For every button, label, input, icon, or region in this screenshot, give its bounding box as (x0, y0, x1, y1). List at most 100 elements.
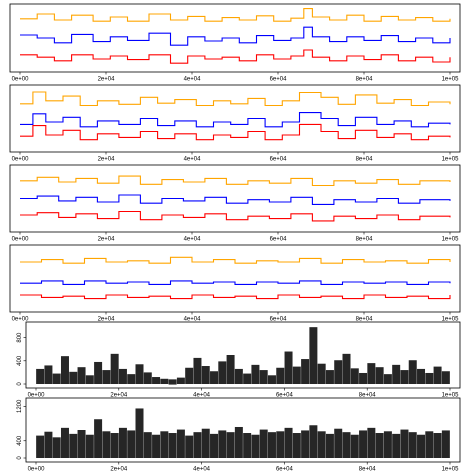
scatter-point (210, 433, 219, 458)
scatter-point (94, 419, 103, 458)
scatter-point (234, 426, 243, 458)
scatter-point (417, 368, 426, 384)
scatter-point (127, 430, 136, 458)
panel-1: 0e+00 2e+04 4e+04 6e+04 8e+04 1e+05 (9, 3, 461, 83)
scatter-point (110, 433, 119, 458)
x-tick-label: 6e+04 (270, 317, 288, 323)
x-tick-label: 2e+04 (98, 317, 116, 323)
plot-frame (9, 84, 461, 153)
scatter-point (433, 366, 442, 384)
panel-3: 0e+00 2e+04 4e+04 6e+04 8e+04 1e+05 (9, 164, 461, 243)
x-tick-label: 8e+04 (356, 157, 374, 163)
scatter-point (110, 353, 119, 384)
scatter-point (243, 373, 252, 384)
x-tick-label: 2e+04 (110, 393, 128, 399)
scatter-point (441, 430, 450, 458)
scatter-point (267, 432, 276, 458)
scatter-point (325, 433, 334, 458)
panel-2: 0e+00 2e+04 4e+04 6e+04 8e+04 1e+05 (9, 84, 461, 163)
series-line-2 (20, 194, 451, 205)
scatter-point (118, 368, 127, 384)
x-tick-label: 8e+04 (356, 237, 374, 243)
scatter-point (143, 432, 152, 458)
scatter-point (317, 431, 326, 458)
x-tick-label: 2e+04 (98, 77, 116, 83)
x-tick-label: 1e+05 (442, 77, 460, 83)
scatter-point (359, 372, 368, 384)
scatter-point (85, 434, 94, 458)
scatter-point (392, 433, 401, 458)
scatter-point (317, 363, 326, 384)
series-line-2 (20, 26, 451, 46)
scatter-point (342, 353, 351, 384)
scatter-point (350, 434, 359, 458)
y-tick-label: 400 (17, 435, 23, 446)
x-tick-label: 1e+05 (442, 393, 460, 399)
x-tick-label: 4e+04 (193, 393, 211, 399)
scatter-point (226, 355, 235, 384)
x-tick-label: 4e+04 (184, 237, 202, 243)
plot-frame (9, 164, 461, 233)
scatter-point (52, 373, 61, 384)
x-tick-label: 1e+05 (442, 157, 460, 163)
scatter-point (36, 435, 45, 458)
x-tick-label: 2e+04 (98, 237, 116, 243)
x-tick-label: 0e+00 (12, 237, 30, 243)
series-line-3 (20, 294, 451, 300)
scatter-point (118, 427, 127, 458)
scatter-point (292, 366, 301, 384)
scatter-point (36, 368, 45, 384)
scatter-point (152, 434, 161, 458)
scatter-point (77, 367, 86, 384)
panel-4: 0e+00 2e+04 4e+04 6e+04 8e+04 1e+05 (9, 244, 461, 323)
y-tick-label: 400 (17, 355, 23, 366)
scatter-point (251, 364, 260, 384)
scatter-point (160, 378, 169, 384)
scatter-point (185, 435, 194, 458)
scatter-point (433, 433, 442, 458)
series-line-1 (20, 175, 451, 187)
scatter-point (417, 434, 426, 458)
scatter-point (168, 433, 177, 458)
scatter-point (425, 431, 434, 458)
scatter-point (44, 431, 53, 458)
scatter-point (392, 364, 401, 384)
x-tick-label: 1e+05 (442, 317, 460, 323)
scatter-point (350, 368, 359, 384)
scatter-point (342, 432, 351, 458)
x-tick-label: 0e+00 (12, 317, 30, 323)
scatter-point (309, 327, 318, 384)
scatter-point (127, 374, 136, 384)
scatter-point (441, 371, 450, 384)
series-line-1 (20, 91, 451, 107)
scatter-point (267, 375, 276, 384)
series-line-3 (20, 123, 451, 141)
series-line-2 (20, 112, 451, 128)
scatter-point (259, 429, 268, 458)
x-tick-label: 6e+04 (270, 157, 288, 163)
scatter-point (276, 367, 285, 384)
x-tick-label: 6e+04 (270, 77, 288, 83)
x-tick-label: 0e+00 (28, 393, 46, 399)
scatter-point (284, 351, 293, 384)
scatter-point (152, 377, 161, 384)
x-tick-label: 4e+04 (184, 77, 202, 83)
scatter-point (383, 431, 392, 458)
scatter-point (94, 361, 103, 384)
x-tick-label: 4e+04 (184, 317, 202, 323)
scatter-point (243, 433, 252, 458)
scatter-point (69, 371, 78, 384)
scatter-point (408, 432, 417, 458)
scatter-point (218, 361, 227, 384)
scatter-point (102, 370, 111, 384)
series-line-1 (20, 256, 451, 264)
scatter-point (367, 427, 376, 458)
scatter-point (276, 431, 285, 458)
scatter-point (176, 429, 185, 458)
scatter-point (52, 437, 61, 458)
scatter-point (359, 430, 368, 458)
plot-frame (25, 397, 461, 463)
x-tick-label: 2e+04 (110, 467, 128, 473)
scatter-point (251, 434, 260, 458)
